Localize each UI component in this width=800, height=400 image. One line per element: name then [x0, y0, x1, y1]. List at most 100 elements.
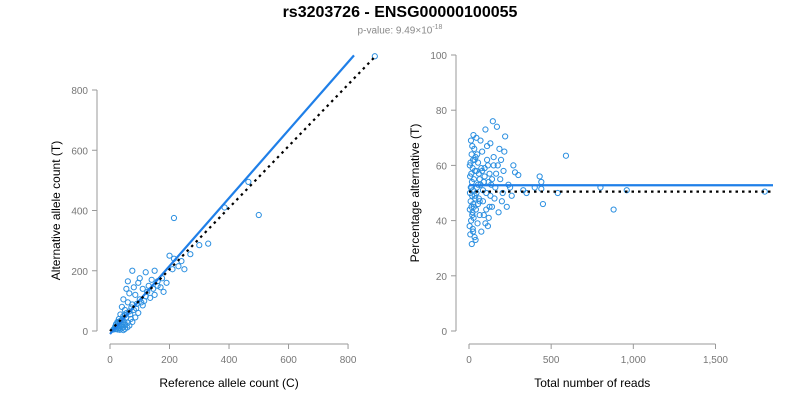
right-x-tick-label: 0 — [466, 355, 472, 366]
left-data-point — [129, 267, 136, 274]
left-data-point — [163, 279, 170, 286]
right-data-point — [468, 151, 475, 158]
left-data-point — [255, 211, 262, 219]
right-data-point — [479, 167, 486, 175]
left-y-tick-label: 400 — [71, 207, 88, 218]
right-data-point — [471, 156, 478, 163]
right-data-point — [499, 189, 506, 197]
right-data-point — [487, 192, 494, 199]
left-x-tick-label: 400 — [221, 355, 238, 366]
left-data-point — [151, 291, 158, 298]
right-data-point — [466, 189, 474, 197]
right-data-point — [483, 206, 490, 213]
right-data-point — [481, 173, 488, 180]
right-data-point — [498, 198, 505, 205]
right-x-axis-label: Total number of reads — [534, 376, 650, 390]
right-x-tick-label: 1,000 — [621, 355, 646, 366]
left-data-point — [142, 269, 149, 276]
left-data-point — [175, 263, 182, 270]
left-y-tick-label: 600 — [71, 146, 88, 157]
right-data-point — [468, 240, 475, 248]
right-data-point — [554, 189, 561, 197]
pvalue-exponent: -18 — [432, 24, 443, 31]
right-data-point — [482, 126, 489, 133]
right-data-point — [469, 142, 476, 150]
right-data-point — [503, 203, 510, 210]
left-reference-line — [109, 56, 376, 332]
left-data-point — [135, 279, 142, 286]
right-y-tick-label: 100 — [430, 51, 447, 62]
right-data-point — [468, 217, 475, 224]
right-data-point — [510, 162, 517, 169]
left-data-point — [141, 297, 148, 304]
right-data-point — [480, 211, 487, 219]
right-data-point — [467, 159, 474, 166]
right-data-point — [539, 200, 547, 208]
right-data-point — [474, 200, 482, 208]
right-data-point — [515, 171, 522, 179]
right-data-point — [495, 209, 502, 216]
right-data-point — [478, 165, 485, 172]
right-data-point — [493, 170, 500, 177]
right-data-point — [470, 228, 477, 235]
right-data-point — [471, 234, 478, 241]
left-data-point — [139, 285, 146, 292]
left-data-point — [160, 288, 167, 295]
left-data-point — [371, 53, 378, 60]
right-data-point — [488, 176, 496, 183]
right-data-point — [623, 187, 630, 194]
right-data-point — [473, 167, 480, 175]
right-data-point — [538, 178, 545, 186]
right-y-tick-label: 0 — [441, 327, 447, 338]
right-data-point — [508, 192, 515, 199]
right-data-point — [470, 203, 478, 210]
pvalue-text: p-value: 9.49×10 — [357, 25, 433, 37]
left-data-point — [147, 294, 154, 301]
right-data-point — [494, 162, 501, 169]
right-y-tick-label: 60 — [436, 161, 448, 172]
left-data-point — [126, 290, 133, 297]
right-data-point — [489, 118, 496, 125]
left-data-point — [132, 291, 139, 298]
right-data-point — [466, 206, 473, 213]
right-data-point — [474, 159, 482, 166]
left-data-point — [166, 252, 173, 259]
left-y-tick-label: 0 — [82, 327, 88, 338]
left-data-point — [120, 326, 127, 334]
right-data-point — [500, 167, 507, 175]
right-data-point — [479, 198, 487, 205]
right-y-tick-label: 40 — [436, 217, 448, 228]
right-data-point — [502, 133, 509, 140]
right-data-point — [477, 137, 484, 144]
right-data-point — [466, 223, 473, 230]
left-data-point — [118, 303, 126, 310]
left-data-point — [129, 318, 136, 326]
right-data-point — [484, 223, 491, 230]
left-data-point — [245, 178, 252, 185]
right-data-point — [483, 156, 491, 163]
right-data-point — [497, 156, 505, 163]
right-data-point — [469, 211, 476, 219]
chart-subtitle: p-value: 9.49×10-18 — [0, 24, 800, 36]
right-data-point — [610, 206, 617, 213]
right-data-point — [536, 173, 543, 180]
left-y-tick-label: 200 — [71, 267, 88, 278]
left-data-point — [187, 251, 194, 258]
right-data-point — [479, 187, 487, 194]
left-y-tick-label: 800 — [71, 86, 88, 97]
right-y-axis-label: Percentage alternative (T) — [408, 124, 422, 263]
left-x-tick-label: 800 — [340, 355, 357, 366]
right-y-tick-label: 80 — [436, 106, 448, 117]
right-data-point — [490, 162, 497, 169]
right-data-point — [562, 152, 570, 159]
right-data-point — [471, 192, 478, 199]
left-data-point — [205, 240, 212, 247]
right-data-point — [467, 198, 474, 205]
right-data-point — [478, 228, 485, 235]
left-x-tick-label: 200 — [161, 355, 178, 366]
right-data-point — [520, 187, 527, 194]
right-data-point — [501, 148, 508, 155]
right-data-point — [490, 154, 497, 161]
